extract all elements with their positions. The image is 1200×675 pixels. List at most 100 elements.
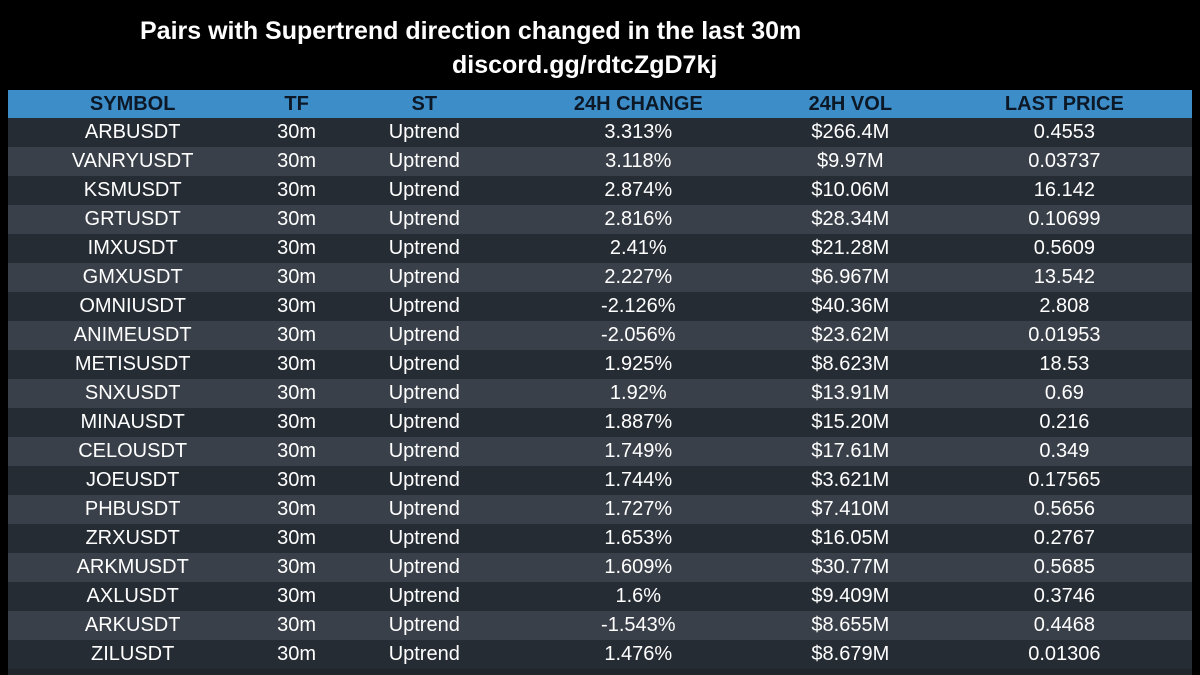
timeframe-cell: 30m — [277, 440, 317, 462]
supertrend-cell: Uptrend — [388, 643, 460, 665]
supertrend-cell: Uptrend — [388, 585, 460, 607]
table-row[interactable]: OMNIUSDT 30m Uptrend -2.126% $40.36M 2.808 — [8, 292, 1192, 321]
table-row[interactable]: ARBUSDT 30m Uptrend 3.313% $266.4M 0.4553 — [8, 118, 1192, 147]
last-price-cell: 0.4553 — [1033, 121, 1095, 143]
timeframe-cell: 30m — [277, 643, 317, 665]
change-24h-cell: 1.749% — [604, 440, 673, 462]
symbol-cell: JOEUSDT — [86, 469, 180, 491]
table-body: ARBUSDT 30m Uptrend 3.313% $266.4M 0.4553 VANR… — [8, 118, 1192, 669]
table-row[interactable]: PHBUSDT 30m Uptrend 1.727% $7.410M 0.5656 — [8, 495, 1192, 524]
volume-24h-cell: $6.967M — [811, 266, 890, 288]
table-header-row: SYMBOL TF ST 24H CHANGE 24H VOL LAST PRI… — [8, 90, 1192, 118]
table-row[interactable]: SNXUSDT 30m Uptrend 1.92% $13.91M 0.69 — [8, 379, 1192, 408]
symbol-cell: ARKMUSDT — [76, 556, 189, 578]
supertrend-cell: Uptrend — [388, 353, 460, 375]
volume-24h-cell: $21.28M — [811, 237, 890, 259]
last-price-cell: 0.10699 — [1028, 208, 1101, 230]
last-price-cell: 0.216 — [1039, 411, 1090, 433]
column-header-24h-vol[interactable]: 24H VOL — [808, 92, 893, 115]
volume-24h-cell: $13.91M — [811, 382, 890, 404]
table-row[interactable]: AXLUSDT 30m Uptrend 1.6% $9.409M 0.3746 — [8, 582, 1192, 611]
change-24h-cell: 1.653% — [604, 527, 673, 549]
change-24h-cell: 1.727% — [604, 498, 673, 520]
supertrend-cell: Uptrend — [388, 527, 460, 549]
last-price-cell: 0.17565 — [1028, 469, 1101, 491]
last-price-cell: 13.542 — [1033, 266, 1095, 288]
table-row[interactable]: CELOUSDT 30m Uptrend 1.749% $17.61M 0.349 — [8, 437, 1192, 466]
volume-24h-cell: $40.36M — [811, 295, 890, 317]
volume-24h-cell: $30.77M — [811, 556, 890, 578]
table-row[interactable]: KSMUSDT 30m Uptrend 2.874% $10.06M 16.142 — [8, 176, 1192, 205]
timeframe-cell: 30m — [277, 498, 317, 520]
symbol-cell: ANIMEUSDT — [73, 324, 192, 346]
table-row[interactable]: GMXUSDT 30m Uptrend 2.227% $6.967M 13.542 — [8, 263, 1192, 292]
table-row[interactable]: ANIMEUSDT 30m Uptrend -2.056% $23.62M 0.01953 — [8, 321, 1192, 350]
last-price-cell: 0.69 — [1044, 382, 1084, 404]
column-header-last-price[interactable]: LAST PRICE — [1004, 92, 1124, 115]
symbol-cell: ARKUSDT — [84, 614, 181, 636]
symbol-cell: VANRYUSDT — [71, 150, 194, 172]
column-header-symbol[interactable]: SYMBOL — [89, 92, 176, 115]
last-price-cell: 0.5609 — [1033, 237, 1095, 259]
symbol-cell: PHBUSDT — [84, 498, 181, 520]
change-24h-cell: 1.6% — [615, 585, 662, 607]
volume-24h-cell: $10.06M — [811, 179, 890, 201]
timeframe-cell: 30m — [277, 208, 317, 230]
column-header-tf[interactable]: TF — [284, 92, 309, 115]
volume-24h-cell: $9.409M — [811, 585, 890, 607]
discord-link[interactable]: discord.gg/rdtcZgD7kj — [452, 51, 718, 79]
volume-24h-cell: $8.655M — [811, 614, 890, 636]
change-24h-cell: -1.543% — [601, 614, 676, 636]
table-row[interactable]: ARKUSDT 30m Uptrend -1.543% $8.655M 0.4468 — [8, 611, 1192, 640]
timeframe-cell: 30m — [277, 324, 317, 346]
symbol-cell: MINAUSDT — [80, 411, 185, 433]
symbol-cell: IMXUSDT — [87, 237, 178, 259]
table-row[interactable]: ZRXUSDT 30m Uptrend 1.653% $16.05M 0.2767 — [8, 524, 1192, 553]
column-header-24h-change[interactable]: 24H CHANGE — [573, 92, 703, 115]
timeframe-cell: 30m — [277, 556, 317, 578]
symbol-cell: CELOUSDT — [78, 440, 188, 462]
table-row[interactable]: GRTUSDT 30m Uptrend 2.816% $28.34M 0.10699 — [8, 205, 1192, 234]
change-24h-cell: 3.118% — [605, 150, 672, 172]
table-row[interactable]: ARKMUSDT 30m Uptrend 1.609% $30.77M 0.5685 — [8, 553, 1192, 582]
volume-24h-cell: $16.05M — [811, 527, 890, 549]
volume-24h-cell: $17.61M — [811, 440, 890, 462]
change-24h-cell: 1.476% — [604, 643, 673, 665]
supertrend-cell: Uptrend — [388, 498, 460, 520]
table-row[interactable]: JOEUSDT 30m Uptrend 1.744% $3.621M 0.17565 — [8, 466, 1192, 495]
table-row[interactable]: ZILUSDT 30m Uptrend 1.476% $8.679M 0.01306 — [8, 640, 1192, 669]
change-24h-cell: 1.92% — [609, 382, 667, 404]
last-price-cell: 0.4468 — [1033, 614, 1095, 636]
change-24h-cell: -2.126% — [601, 295, 676, 317]
change-24h-cell: 2.41% — [609, 237, 667, 259]
supertrend-cell: Uptrend — [388, 614, 460, 636]
last-price-cell: 0.349 — [1039, 440, 1090, 462]
change-24h-cell: 2.227% — [604, 266, 673, 288]
last-price-cell: 0.3746 — [1033, 585, 1095, 607]
supertrend-cell: Uptrend — [388, 237, 460, 259]
supertrend-cell: Uptrend — [388, 411, 460, 433]
symbol-cell: GMXUSDT — [82, 266, 183, 288]
timeframe-cell: 30m — [277, 150, 317, 172]
volume-24h-cell: $8.623M — [811, 353, 890, 375]
change-24h-cell: 1.925% — [604, 353, 673, 375]
table-row[interactable]: METISUSDT 30m Uptrend 1.925% $8.623M 18.53 — [8, 350, 1192, 379]
change-24h-cell: 2.874% — [604, 179, 673, 201]
supertrend-cell: Uptrend — [388, 556, 460, 578]
supertrend-cell: Uptrend — [388, 469, 460, 491]
timeframe-cell: 30m — [277, 585, 317, 607]
volume-24h-cell: $28.34M — [811, 208, 890, 230]
table-row[interactable]: MINAUSDT 30m Uptrend 1.887% $15.20M 0.216 — [8, 408, 1192, 437]
supertrend-cell: Uptrend — [388, 179, 460, 201]
page-header: Pairs with Supertrend direction changed … — [0, 0, 1200, 90]
last-price-cell: 0.5656 — [1033, 498, 1095, 520]
last-price-cell: 16.142 — [1033, 179, 1095, 201]
timeframe-cell: 30m — [277, 237, 317, 259]
symbol-cell: OMNIUSDT — [79, 295, 187, 317]
column-header-st[interactable]: ST — [411, 92, 438, 115]
table-row[interactable]: IMXUSDT 30m Uptrend 2.41% $21.28M 0.5609 — [8, 234, 1192, 263]
volume-24h-cell: $23.62M — [811, 324, 890, 346]
table-row[interactable]: VANRYUSDT 30m Uptrend 3.118% $9.97M 0.03737 — [8, 147, 1192, 176]
supertrend-cell: Uptrend — [388, 266, 460, 288]
last-price-cell: 0.01953 — [1028, 324, 1101, 346]
